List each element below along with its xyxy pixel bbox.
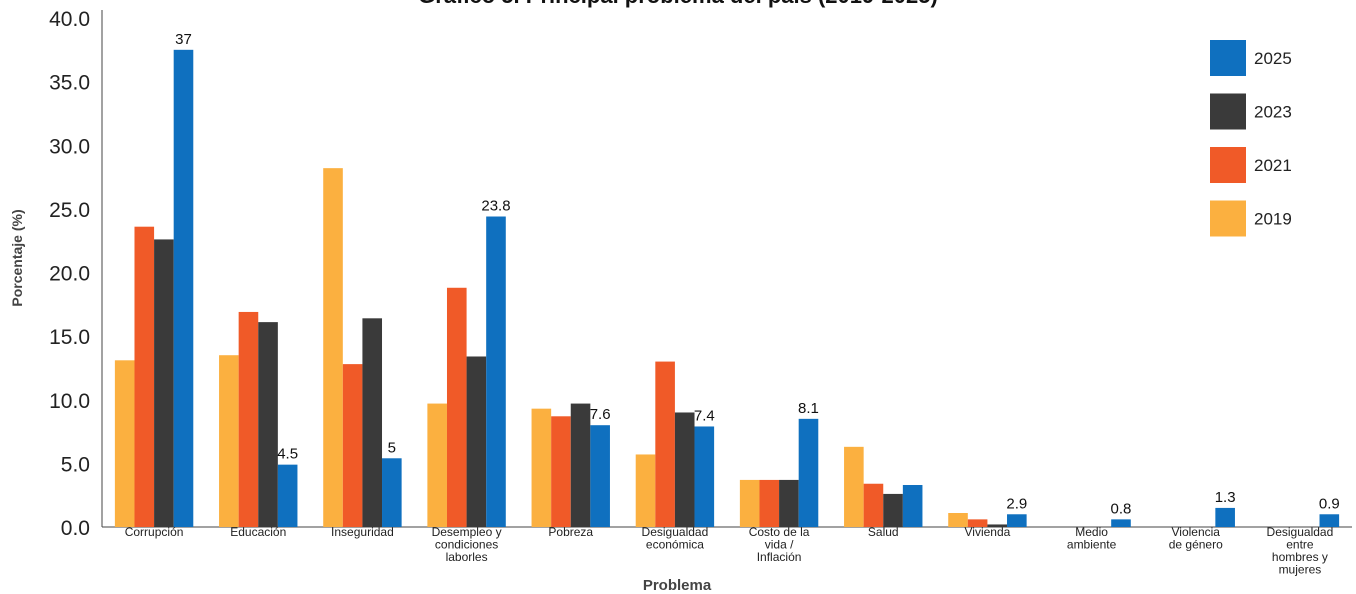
chart-title-clip: Gráfico 5. Principal problema del país (… <box>0 0 1356 8</box>
bar <box>362 318 383 527</box>
bar <box>277 464 298 527</box>
bar <box>739 479 760 527</box>
x-tick-label: hombres y <box>1272 550 1328 564</box>
bar <box>779 479 799 527</box>
x-tick-label: Violencia <box>1172 525 1221 539</box>
bar <box>173 49 194 527</box>
bar <box>382 458 402 527</box>
bar <box>635 454 656 527</box>
bar <box>1215 507 1235 527</box>
x-tick-label: Desigualdad <box>642 525 709 539</box>
x-axis-label: Problema <box>643 577 712 594</box>
x-tick-label: ambiente <box>1067 538 1117 552</box>
x-tick-label: Costo de la <box>749 525 810 539</box>
y-tick-label: 5.0 <box>61 453 90 476</box>
bar <box>342 364 363 527</box>
x-tick-label: entre <box>1286 538 1314 552</box>
y-tick-label: 30.0 <box>49 135 90 158</box>
bar <box>134 226 155 527</box>
data-label: 0.8 <box>1111 500 1132 517</box>
bar <box>798 418 819 527</box>
bar <box>674 412 695 527</box>
x-tick-label: Desigualdad <box>1267 525 1334 539</box>
data-label: 4.5 <box>277 446 298 463</box>
bar <box>1319 514 1340 527</box>
legend-swatch <box>1210 200 1246 237</box>
bar <box>446 287 467 527</box>
x-tick-label: condiciones <box>435 538 498 552</box>
data-label: 7.4 <box>694 407 715 424</box>
x-tick-label: Corrupción <box>125 525 184 539</box>
x-tick-label: Educación <box>230 525 286 539</box>
data-label: 7.6 <box>590 406 611 423</box>
x-tick-label: Salud <box>868 525 899 539</box>
bar <box>323 168 343 527</box>
data-label: 37 <box>175 31 192 48</box>
data-label: 2.9 <box>1006 495 1027 512</box>
bar <box>486 216 506 527</box>
bar <box>694 426 715 527</box>
bar <box>655 361 675 527</box>
bar <box>258 322 278 527</box>
bar <box>590 425 610 527</box>
x-tick-label: económica <box>646 538 704 552</box>
x-tick-label: Pobreza <box>548 525 593 539</box>
legend-swatch <box>1210 40 1246 76</box>
bar <box>863 483 884 527</box>
x-tick-label: de género <box>1169 538 1223 552</box>
bar <box>967 519 988 527</box>
bar <box>551 416 571 527</box>
x-tick-label: Vivienda <box>965 525 1011 539</box>
legend-swatch <box>1210 147 1246 183</box>
bar <box>987 524 1008 527</box>
bar <box>1007 514 1027 527</box>
bar <box>154 239 174 528</box>
legend-label: 2023 <box>1254 103 1292 122</box>
bar <box>531 408 552 527</box>
legend-label: 2019 <box>1254 210 1292 229</box>
legend-swatch <box>1210 93 1246 130</box>
data-label: 0.9 <box>1319 495 1340 512</box>
bar <box>427 403 447 527</box>
x-tick-label: Inflación <box>757 550 802 564</box>
bar <box>570 403 591 527</box>
y-tick-label: 0.0 <box>61 517 90 540</box>
x-tick-label: Desempleo y <box>432 525 502 539</box>
y-tick-label: 10.0 <box>49 390 90 413</box>
y-axis-label: Porcentaje (%) <box>9 209 25 306</box>
x-tick-label: Medio <box>1075 525 1108 539</box>
data-label: 5 <box>388 439 396 456</box>
y-tick-label: 20.0 <box>49 263 90 286</box>
y-tick-label: 25.0 <box>49 199 90 222</box>
x-tick-label: Inseguridad <box>331 525 394 539</box>
data-label: 8.1 <box>798 400 819 417</box>
bar <box>759 479 780 527</box>
chart-title: Gráfico 5. Principal problema del país (… <box>0 0 1356 8</box>
legend-label: 2021 <box>1254 156 1292 175</box>
bar <box>238 311 259 527</box>
x-tick-label: laborles <box>446 550 488 564</box>
data-label: 1.3 <box>1215 489 1236 506</box>
bar <box>219 355 239 527</box>
y-tick-label: 15.0 <box>49 326 90 349</box>
legend-label: 2025 <box>1254 49 1292 68</box>
x-tick-label: mujeres <box>1279 563 1322 577</box>
y-tick-label: 35.0 <box>49 72 90 95</box>
x-tick-label: vida / <box>765 538 794 552</box>
bar <box>902 485 923 527</box>
bar <box>114 360 135 527</box>
bar <box>883 493 903 527</box>
bar <box>948 513 968 527</box>
data-label: 23.8 <box>481 198 510 215</box>
bar <box>1111 519 1131 527</box>
bar <box>844 446 864 527</box>
bar <box>466 356 487 527</box>
y-tick-label: 40.0 <box>49 8 90 31</box>
